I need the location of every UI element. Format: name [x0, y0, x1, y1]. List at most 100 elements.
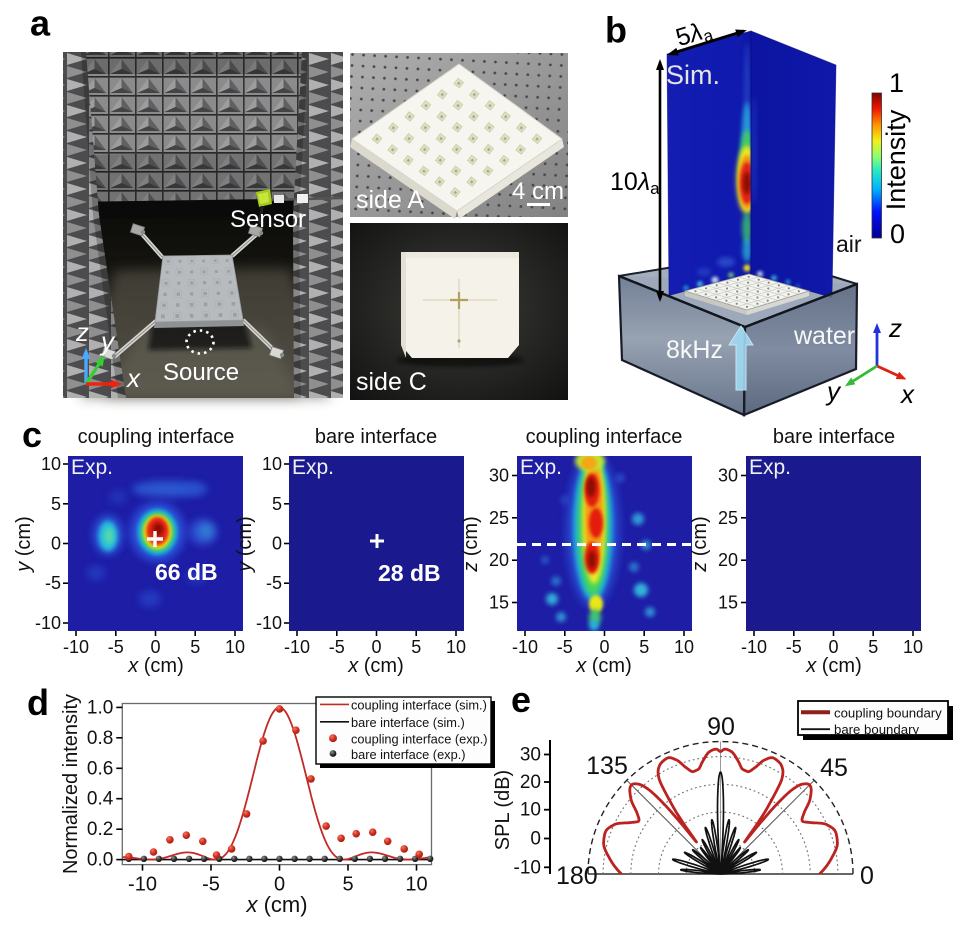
- svg-text:1.0: 1.0: [87, 697, 113, 718]
- svg-text:0.4: 0.4: [87, 789, 114, 810]
- svg-text:0.6: 0.6: [87, 758, 113, 779]
- svg-text:Normalized intensity: Normalized intensity: [60, 694, 82, 874]
- svg-text:0: 0: [530, 829, 541, 850]
- svg-text:z (cm): z (cm): [689, 516, 711, 573]
- svg-text:4 cm: 4 cm: [512, 178, 564, 205]
- svg-text:0: 0: [890, 219, 905, 249]
- svg-text:-5: -5: [108, 637, 124, 657]
- svg-text:-5: -5: [786, 637, 802, 657]
- svg-text:10: 10: [674, 637, 694, 657]
- svg-text:-10: -10: [128, 874, 157, 896]
- svg-text:x: x: [125, 363, 141, 393]
- svg-text:z: z: [888, 313, 902, 343]
- svg-text:side C: side C: [356, 368, 427, 396]
- svg-text:30: 30: [489, 466, 509, 486]
- svg-text:10: 10: [262, 454, 282, 474]
- svg-text:side A: side A: [356, 186, 424, 214]
- svg-text:coupling interface (exp.): coupling interface (exp.): [351, 732, 488, 747]
- svg-text:90: 90: [707, 713, 735, 741]
- svg-text:0: 0: [599, 637, 609, 657]
- svg-text:-10: -10: [63, 637, 89, 657]
- svg-text:66 dB: 66 dB: [155, 559, 218, 585]
- svg-text:c: c: [22, 414, 42, 455]
- svg-text:5: 5: [272, 494, 282, 514]
- svg-text:b: b: [605, 10, 627, 51]
- svg-text:135: 135: [586, 752, 628, 780]
- svg-text:10: 10: [225, 637, 245, 657]
- svg-text:5: 5: [190, 637, 200, 657]
- svg-text:coupling interface: coupling interface: [526, 426, 683, 448]
- svg-text:180: 180: [556, 862, 598, 890]
- svg-text:coupling boundary: coupling boundary: [834, 705, 942, 720]
- svg-text:-5: -5: [557, 637, 573, 657]
- svg-text:28 dB: 28 dB: [378, 560, 441, 586]
- svg-text:x: x: [899, 379, 915, 409]
- svg-text:20: 20: [718, 550, 738, 570]
- svg-text:5: 5: [639, 637, 649, 657]
- svg-text:5: 5: [868, 637, 878, 657]
- svg-text:bare interface: bare interface: [773, 426, 895, 448]
- svg-text:bare interface (exp.): bare interface (exp.): [351, 747, 466, 762]
- svg-text:0.8: 0.8: [87, 728, 113, 749]
- svg-text:z: z: [75, 317, 89, 347]
- svg-text:0: 0: [860, 862, 874, 890]
- svg-text:e: e: [511, 679, 531, 720]
- svg-text:0: 0: [274, 874, 285, 896]
- svg-text:air: air: [836, 231, 862, 257]
- svg-text:x (cm): x (cm): [575, 655, 632, 677]
- svg-text:20: 20: [489, 550, 509, 570]
- svg-text:0: 0: [272, 534, 282, 554]
- svg-text:Exp.: Exp.: [520, 456, 562, 479]
- svg-text:-10: -10: [284, 637, 310, 657]
- svg-text:0.2: 0.2: [87, 819, 113, 840]
- svg-text:-10: -10: [512, 637, 538, 657]
- svg-text:bare interface: bare interface: [315, 426, 437, 448]
- svg-text:10: 10: [41, 454, 61, 474]
- svg-text:10: 10: [446, 637, 466, 657]
- svg-text:y (cm): y (cm): [13, 516, 35, 574]
- svg-text:bare interface (sim.): bare interface (sim.): [351, 715, 465, 730]
- svg-text:0: 0: [150, 637, 160, 657]
- svg-text:Intensity: Intensity: [881, 109, 911, 210]
- svg-text:y: y: [99, 326, 116, 356]
- svg-text:bare boundary: bare boundary: [834, 722, 919, 737]
- svg-text:5: 5: [51, 494, 61, 514]
- svg-text:10: 10: [903, 637, 923, 657]
- svg-text:Sensor: Sensor: [230, 206, 306, 233]
- svg-text:Source: Source: [163, 359, 239, 386]
- svg-text:25: 25: [718, 508, 738, 528]
- svg-text:10: 10: [405, 874, 427, 896]
- svg-text:10: 10: [520, 800, 541, 821]
- svg-text:-5: -5: [202, 874, 220, 896]
- svg-text:10λa: 10λa: [610, 168, 660, 198]
- svg-text:15: 15: [489, 593, 509, 613]
- svg-text:x (cm): x (cm): [127, 655, 184, 677]
- svg-text:-10: -10: [35, 613, 61, 633]
- svg-text:x (cm): x (cm): [805, 655, 862, 677]
- svg-text:x (cm): x (cm): [245, 892, 307, 917]
- svg-text:Exp.: Exp.: [749, 456, 791, 479]
- svg-text:-10: -10: [514, 857, 541, 878]
- svg-text:x (cm): x (cm): [347, 655, 404, 677]
- svg-text:a: a: [30, 3, 51, 44]
- svg-text:-5: -5: [266, 573, 282, 593]
- svg-text:30: 30: [520, 745, 541, 766]
- svg-text:5: 5: [342, 874, 353, 896]
- svg-text:25: 25: [489, 508, 509, 528]
- svg-text:coupling interface: coupling interface: [78, 426, 235, 448]
- svg-text:y (cm): y (cm): [234, 516, 256, 574]
- svg-text:5: 5: [411, 637, 421, 657]
- svg-text:-5: -5: [329, 637, 345, 657]
- svg-text:Exp.: Exp.: [71, 456, 113, 479]
- svg-text:SPL (dB): SPL (dB): [492, 770, 514, 850]
- svg-text:-10: -10: [256, 613, 282, 633]
- svg-text:y: y: [825, 376, 842, 406]
- svg-text:0.0: 0.0: [87, 850, 113, 871]
- svg-text:1: 1: [889, 68, 904, 98]
- svg-text:z (cm): z (cm): [460, 516, 482, 573]
- svg-text:0: 0: [51, 534, 61, 554]
- svg-text:30: 30: [718, 466, 738, 486]
- svg-text:45: 45: [820, 754, 848, 782]
- svg-text:15: 15: [718, 593, 738, 613]
- svg-text:-5: -5: [45, 573, 61, 593]
